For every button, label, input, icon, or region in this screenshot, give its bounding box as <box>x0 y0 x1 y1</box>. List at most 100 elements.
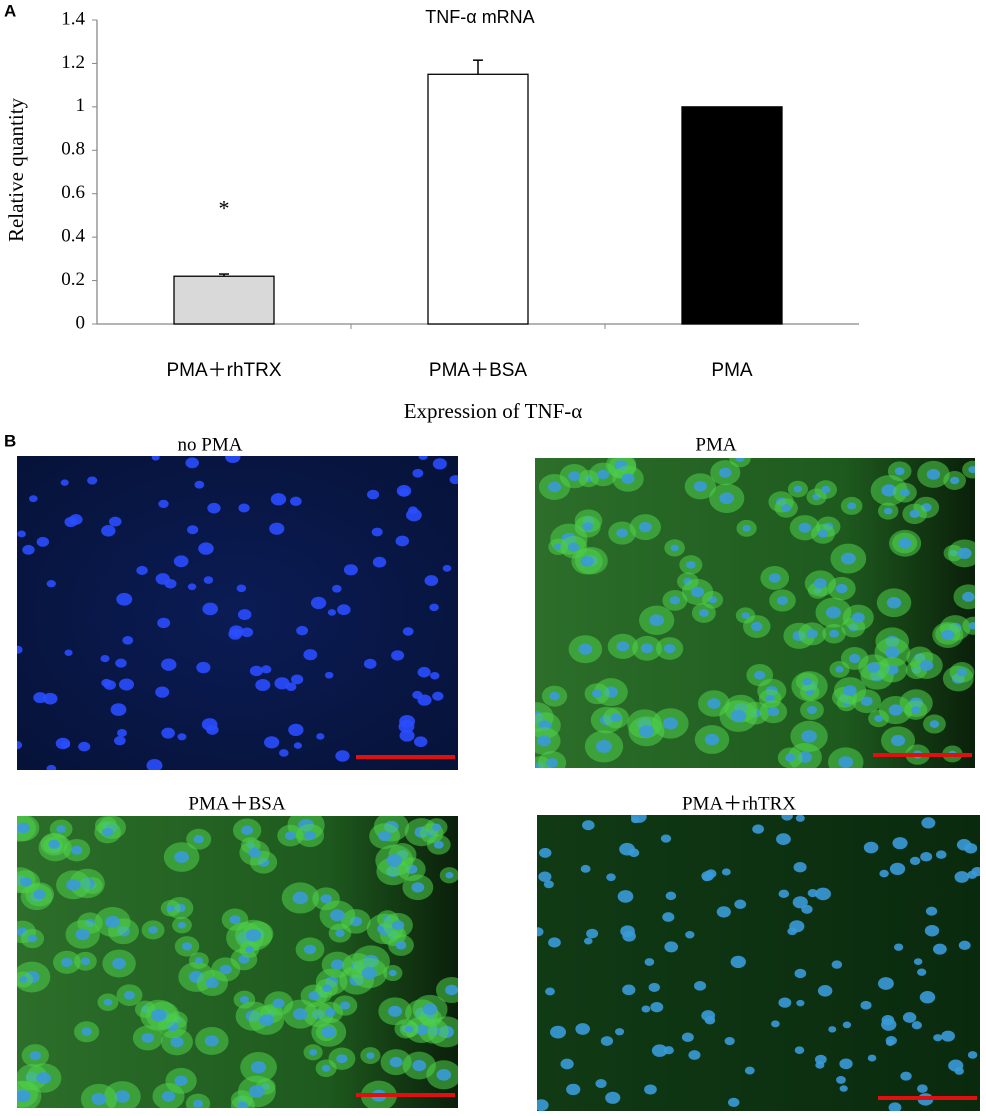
nucleus <box>742 524 751 532</box>
nucleus <box>372 556 387 568</box>
nucleus <box>817 529 828 538</box>
nucleus <box>924 924 940 937</box>
nucleus <box>292 891 309 905</box>
nucleus <box>583 937 593 945</box>
nucleus <box>366 1052 375 1059</box>
nucleus <box>114 735 126 746</box>
nucleus <box>794 1046 805 1054</box>
nucleus <box>155 686 170 698</box>
nucleus <box>776 596 789 605</box>
nucleus <box>705 869 717 879</box>
nucleus <box>335 750 350 762</box>
nucleus <box>46 764 57 770</box>
nucleus <box>259 1014 274 1027</box>
nucleus <box>161 1091 176 1102</box>
y-tick-label: 0.8 <box>61 139 85 160</box>
nucleus <box>116 592 133 606</box>
nucleus <box>886 1039 895 1047</box>
nucleus <box>66 879 81 891</box>
nucleus <box>828 1026 837 1033</box>
nucleus <box>122 635 134 645</box>
nucleus <box>432 823 442 831</box>
nucleus <box>815 887 831 901</box>
nucleus <box>926 468 941 480</box>
nucleus <box>741 612 750 619</box>
nucleus <box>670 544 679 552</box>
nucleus <box>825 606 841 619</box>
nucleus <box>795 815 805 822</box>
nucleus <box>335 929 345 937</box>
nucleus <box>591 689 603 698</box>
nucleus <box>892 837 908 850</box>
nucleus <box>877 977 894 990</box>
bar <box>173 275 275 325</box>
nucleus <box>378 830 392 842</box>
nucleus <box>48 839 60 849</box>
nucleus <box>751 621 763 632</box>
nucleus <box>187 525 199 535</box>
nucleus <box>622 930 636 942</box>
nucleus <box>322 984 332 993</box>
nucleus <box>117 729 127 737</box>
nucleus <box>580 864 591 873</box>
nucleus <box>894 467 905 476</box>
nucleus <box>900 1071 912 1081</box>
nucleus <box>792 896 808 909</box>
nucleus <box>919 660 934 671</box>
nucleus <box>935 850 947 859</box>
micrograph <box>537 815 980 1111</box>
nucleus <box>884 646 900 659</box>
nucleus <box>158 499 169 509</box>
nucleus <box>336 1054 348 1064</box>
nucleus <box>650 1001 664 1013</box>
nucleus <box>391 920 405 931</box>
nucleus <box>417 666 431 678</box>
nucleus <box>610 713 622 723</box>
nucleus <box>170 1036 184 1048</box>
y-tick-label: 1.4 <box>61 8 85 29</box>
nucleus <box>771 1020 780 1028</box>
nucleus <box>793 485 803 493</box>
nucleus <box>888 1102 902 1111</box>
nucleus <box>29 495 38 503</box>
nucleus <box>417 694 432 706</box>
nucleus <box>949 476 960 485</box>
micrograph <box>17 816 458 1108</box>
nucleus <box>860 1000 872 1010</box>
nucleus <box>600 1036 614 1046</box>
nucleus <box>388 969 397 977</box>
nucleus <box>429 603 439 612</box>
nucleus <box>730 955 746 969</box>
nucleus <box>616 641 630 652</box>
nucleus <box>309 1049 318 1056</box>
nucleus <box>241 825 254 836</box>
nucleus <box>582 820 595 831</box>
nucleus <box>327 609 337 616</box>
nucleus <box>638 521 652 533</box>
nucleus <box>151 456 160 461</box>
nucleus <box>363 658 377 669</box>
nucleus <box>203 576 214 584</box>
nucleus <box>161 727 175 739</box>
nucleus <box>890 734 906 747</box>
nucleus <box>835 665 844 673</box>
nucleus <box>177 921 187 929</box>
nucleus <box>388 1005 403 1017</box>
nucleus <box>902 1012 917 1023</box>
nucleus <box>954 871 970 883</box>
nucleus <box>20 877 32 887</box>
nucleus <box>605 1091 621 1104</box>
nucleus <box>781 815 793 821</box>
nucleus <box>36 1072 52 1084</box>
nucleus <box>693 980 707 991</box>
cells <box>17 456 458 770</box>
nucleus <box>445 984 458 996</box>
nucleus <box>545 987 555 996</box>
nucleus <box>768 573 781 583</box>
nucleus <box>238 503 250 513</box>
nucleus <box>964 843 978 854</box>
nucleus <box>707 698 721 709</box>
panel-label: A <box>4 1 16 20</box>
nucleus <box>445 872 454 879</box>
y-tick-label: 0.6 <box>61 182 85 203</box>
